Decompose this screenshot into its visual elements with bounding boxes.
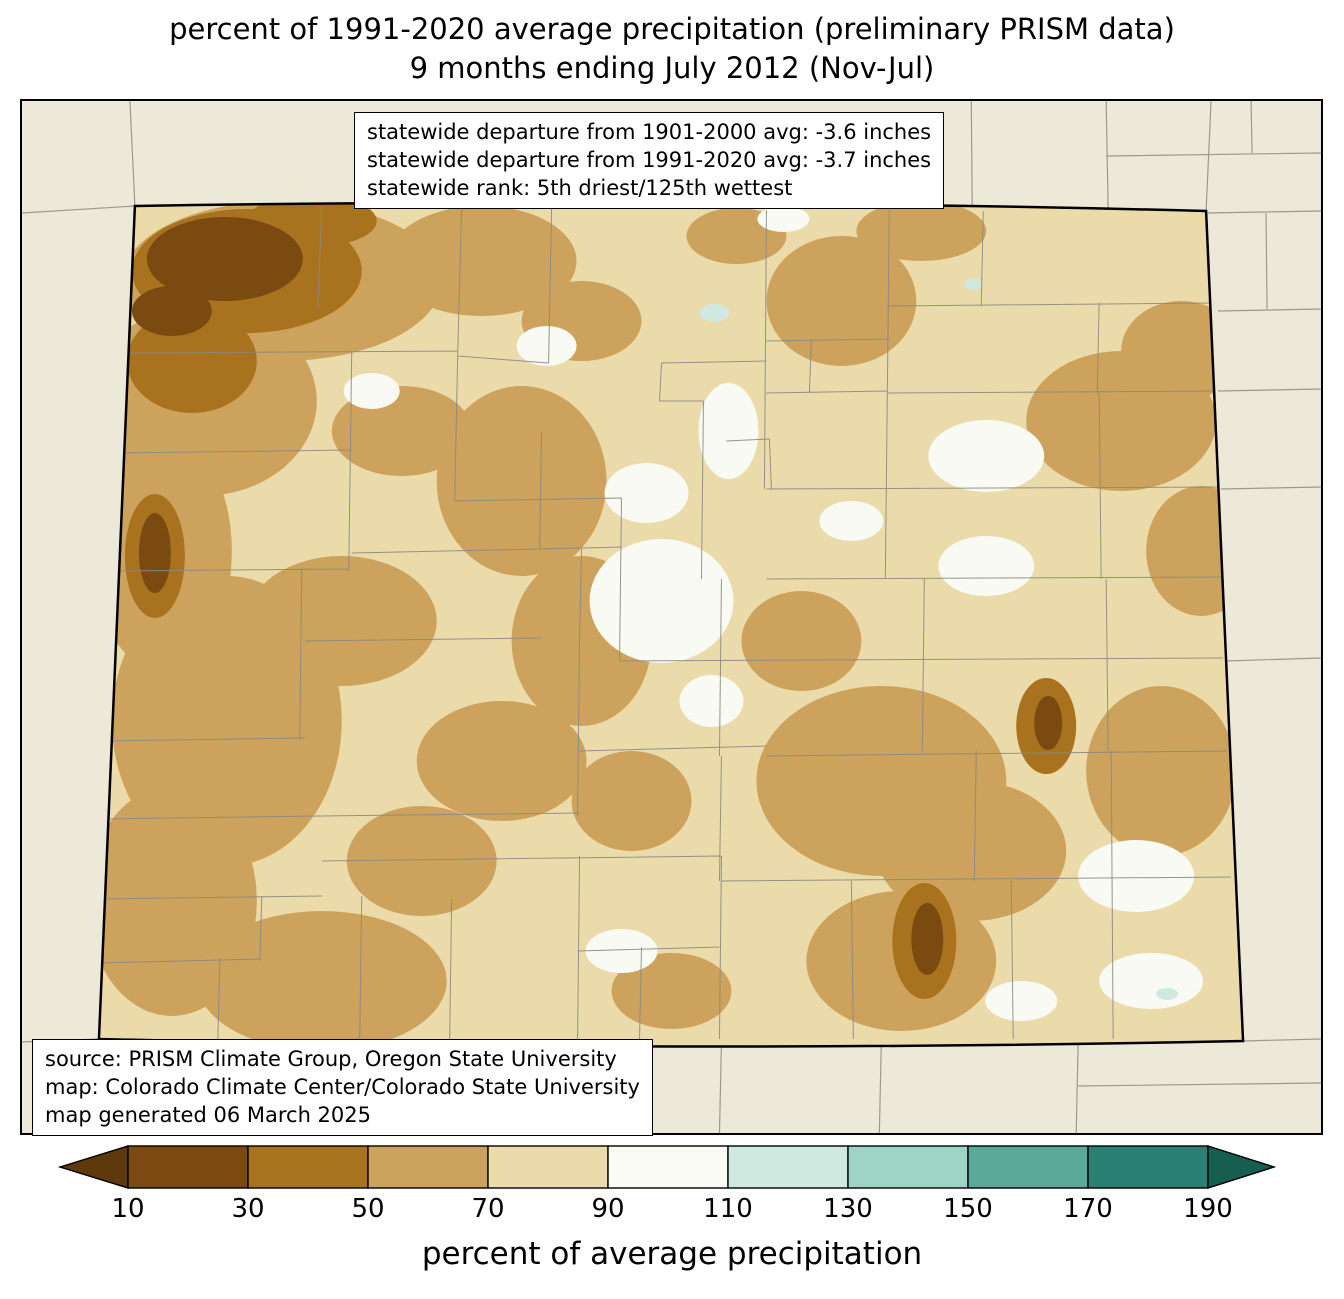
stats-line-2: statewide departure from 1991-2020 avg: … [367,148,932,172]
colorbar-tick: 130 [823,1194,873,1224]
map-frame: statewide departure from 1901-2000 avg: … [20,99,1323,1136]
source-line-1: source: PRISM Climate Group, Oregon Stat… [45,1047,617,1071]
stats-line-1: statewide departure from 1901-2000 avg: … [367,120,932,144]
figure-title: percent of 1991-2020 average precipitati… [0,10,1344,88]
source-box: source: PRISM Climate Group, Oregon Stat… [32,1039,653,1136]
colorbar-tick: 70 [471,1194,505,1224]
precip-region-90-110 [343,206,1204,1021]
colorbar-tick: 190 [1183,1194,1233,1224]
colorbar-tick: 110 [703,1194,753,1224]
title-line-2: 9 months ending July 2012 (Nov-Jul) [409,51,935,85]
county-borders [99,206,1232,1040]
colorbar-ticks: 10 30 50 70 90 110 130 150 170 190 [111,1194,1232,1228]
precip-region-110-130 [699,278,1179,1000]
colorbar-tick: 10 [111,1194,145,1224]
stats-line-3: statewide rank: 5th driest/125th wettest [367,176,793,200]
source-line-3: map generated 06 March 2025 [45,1103,372,1127]
colorbar-tick: 30 [231,1194,265,1224]
colorbar-tick: 50 [351,1194,385,1224]
precip-map [22,101,1321,1133]
title-line-1: percent of 1991-2020 average precipitati… [169,12,1175,46]
source-line-2: map: Colorado Climate Center/Colorado St… [45,1075,640,1099]
colorbar-label: percent of average precipitation [421,1236,923,1272]
colorbar-tick: 150 [943,1194,993,1224]
stats-box: statewide departure from 1901-2000 avg: … [354,112,945,209]
precip-region-10-30 [131,217,1063,975]
colorbar-tick: 170 [1063,1194,1113,1224]
colorbar-tick: 90 [591,1194,625,1224]
colorbar-svg [57,1145,1277,1189]
